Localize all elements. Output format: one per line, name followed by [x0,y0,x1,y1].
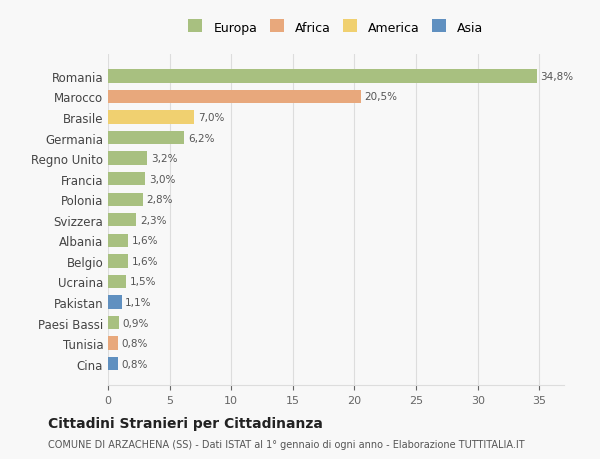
Text: 0,8%: 0,8% [122,338,148,348]
Text: 1,6%: 1,6% [131,256,158,266]
Bar [108,90,361,104]
Text: 0,9%: 0,9% [123,318,149,328]
Text: 2,3%: 2,3% [140,215,167,225]
Text: 3,2%: 3,2% [151,154,178,164]
Text: COMUNE DI ARZACHENA (SS) - Dati ISTAT al 1° gennaio di ogni anno - Elaborazione : COMUNE DI ARZACHENA (SS) - Dati ISTAT al… [48,440,524,449]
Text: 0,8%: 0,8% [122,359,148,369]
Bar [108,234,128,247]
Bar [108,193,143,207]
Text: 7,0%: 7,0% [198,113,224,123]
Bar [108,296,122,309]
Bar [108,70,537,84]
Text: 6,2%: 6,2% [188,133,215,143]
Text: 2,8%: 2,8% [146,195,173,205]
Legend: Europa, Africa, America, Asia: Europa, Africa, America, Asia [185,18,487,39]
Text: 3,0%: 3,0% [149,174,175,185]
Bar [108,111,194,124]
Bar [108,357,118,370]
Text: 1,1%: 1,1% [125,297,152,308]
Text: 1,5%: 1,5% [130,277,157,287]
Bar [108,213,136,227]
Bar [108,255,128,268]
Bar [108,132,184,145]
Text: 34,8%: 34,8% [541,72,574,82]
Text: Cittadini Stranieri per Cittadinanza: Cittadini Stranieri per Cittadinanza [48,416,323,430]
Bar [108,152,148,165]
Bar [108,275,127,289]
Bar [108,173,145,186]
Text: 1,6%: 1,6% [131,236,158,246]
Text: 20,5%: 20,5% [364,92,397,102]
Bar [108,337,118,350]
Bar [108,316,119,330]
